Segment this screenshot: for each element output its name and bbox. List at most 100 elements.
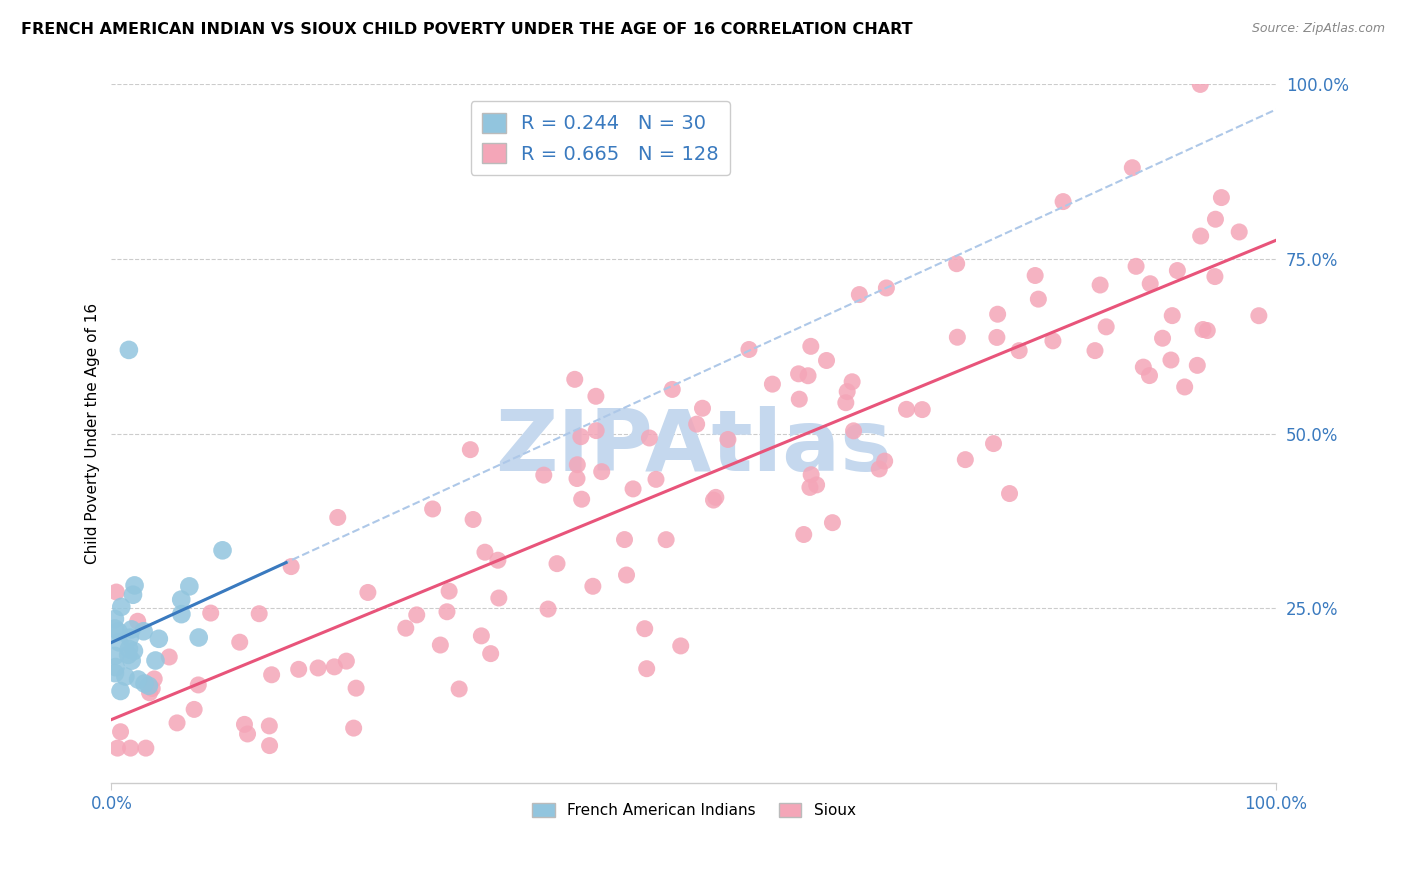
Point bbox=[1121, 161, 1143, 175]
Point bbox=[395, 621, 418, 635]
Point bbox=[634, 622, 657, 636]
Point bbox=[661, 383, 683, 397]
Point bbox=[229, 635, 252, 649]
Point bbox=[582, 579, 605, 593]
Point bbox=[875, 281, 897, 295]
Point bbox=[247, 607, 270, 621]
Point bbox=[585, 424, 607, 438]
Point bbox=[1227, 225, 1250, 239]
Point bbox=[1024, 268, 1046, 283]
Point bbox=[1189, 78, 1212, 92]
Point bbox=[405, 607, 427, 622]
Point bbox=[166, 715, 188, 730]
Point bbox=[145, 653, 167, 667]
Point bbox=[1139, 368, 1161, 383]
Point bbox=[157, 650, 180, 665]
Point bbox=[143, 672, 166, 686]
Point bbox=[110, 724, 132, 739]
Point bbox=[564, 372, 586, 386]
Point bbox=[307, 661, 329, 675]
Point bbox=[118, 641, 141, 656]
Point bbox=[170, 607, 193, 621]
Point bbox=[569, 430, 592, 444]
Point bbox=[118, 631, 141, 645]
Point bbox=[429, 638, 451, 652]
Point bbox=[800, 467, 823, 482]
Point bbox=[488, 591, 510, 605]
Point bbox=[104, 612, 127, 626]
Point bbox=[655, 533, 678, 547]
Point bbox=[187, 678, 209, 692]
Point bbox=[1088, 278, 1111, 293]
Point bbox=[138, 686, 160, 700]
Point bbox=[896, 402, 918, 417]
Point bbox=[692, 401, 714, 416]
Point bbox=[837, 384, 859, 399]
Point bbox=[613, 533, 636, 547]
Point bbox=[565, 471, 588, 485]
Point bbox=[170, 592, 193, 607]
Point bbox=[998, 486, 1021, 500]
Point bbox=[621, 482, 644, 496]
Point bbox=[704, 491, 727, 505]
Point bbox=[841, 375, 863, 389]
Point bbox=[1042, 334, 1064, 348]
Point bbox=[122, 644, 145, 658]
Point bbox=[717, 433, 740, 447]
Point bbox=[1139, 277, 1161, 291]
Point bbox=[141, 681, 163, 696]
Text: Source: ZipAtlas.com: Source: ZipAtlas.com bbox=[1251, 22, 1385, 36]
Point bbox=[110, 599, 132, 614]
Point bbox=[669, 639, 692, 653]
Point bbox=[1187, 359, 1209, 373]
Point bbox=[911, 402, 934, 417]
Point bbox=[449, 681, 471, 696]
Point bbox=[1166, 263, 1188, 277]
Point bbox=[1095, 319, 1118, 334]
Point bbox=[1211, 191, 1233, 205]
Legend: French American Indians, Sioux: French American Indians, Sioux bbox=[526, 797, 862, 824]
Point bbox=[946, 330, 969, 344]
Point bbox=[1247, 309, 1270, 323]
Point bbox=[124, 578, 146, 592]
Point bbox=[138, 679, 160, 693]
Point bbox=[1052, 194, 1074, 209]
Point bbox=[148, 632, 170, 646]
Point bbox=[585, 389, 607, 403]
Point bbox=[983, 436, 1005, 450]
Point bbox=[616, 568, 638, 582]
Point bbox=[1160, 353, 1182, 368]
Point bbox=[326, 510, 349, 524]
Point bbox=[638, 431, 661, 445]
Point bbox=[1125, 260, 1147, 274]
Point bbox=[437, 584, 460, 599]
Point bbox=[105, 585, 128, 599]
Text: FRENCH AMERICAN INDIAN VS SIOUX CHILD POVERTY UNDER THE AGE OF 16 CORRELATION CH: FRENCH AMERICAN INDIAN VS SIOUX CHILD PO… bbox=[21, 22, 912, 37]
Point bbox=[287, 662, 309, 676]
Point bbox=[107, 741, 129, 756]
Point bbox=[986, 330, 1008, 344]
Point bbox=[280, 559, 302, 574]
Point bbox=[1192, 322, 1215, 336]
Point bbox=[1204, 212, 1226, 227]
Point bbox=[1084, 343, 1107, 358]
Y-axis label: Child Poverty Under the Age of 16: Child Poverty Under the Age of 16 bbox=[86, 303, 100, 565]
Point bbox=[211, 543, 233, 558]
Point bbox=[104, 666, 127, 681]
Point bbox=[799, 480, 821, 494]
Point bbox=[945, 257, 967, 271]
Point bbox=[120, 741, 142, 756]
Point bbox=[357, 585, 380, 599]
Point bbox=[127, 673, 149, 687]
Point bbox=[108, 635, 131, 649]
Point bbox=[470, 629, 492, 643]
Point bbox=[591, 465, 613, 479]
Point bbox=[104, 648, 127, 663]
Point bbox=[323, 660, 346, 674]
Point bbox=[835, 395, 858, 409]
Point bbox=[868, 462, 890, 476]
Point bbox=[873, 454, 896, 468]
Point bbox=[134, 676, 156, 690]
Point bbox=[738, 343, 761, 357]
Point bbox=[335, 654, 357, 668]
